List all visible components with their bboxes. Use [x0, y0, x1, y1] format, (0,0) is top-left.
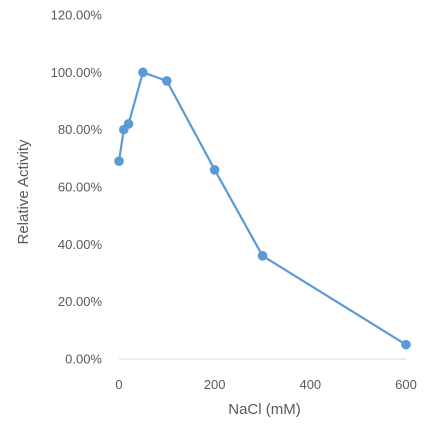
x-axis-ticks: 0 200 400 600: [115, 377, 416, 392]
y-axis-title: Relative Activity: [15, 139, 32, 245]
y-tick-label: 20.00%: [58, 294, 103, 309]
x-tick-label: 400: [299, 377, 321, 392]
y-tick-label: 40.00%: [58, 237, 103, 252]
y-tick-label: 100.00%: [51, 65, 103, 80]
y-axis-ticks: 0.00% 20.00% 40.00% 60.00% 80.00% 100.00% 120.…: [51, 8, 103, 367]
data-point: [257, 251, 268, 261]
data-point: [114, 156, 124, 166]
data-point: [162, 76, 172, 86]
y-tick-label: 120.00%: [51, 8, 103, 23]
x-tick-label: 0: [115, 377, 122, 392]
y-tick-label: 0.00%: [65, 352, 102, 367]
x-tick-label: 600: [395, 377, 417, 392]
series-line: [117, 71, 407, 346]
y-tick-label: 60.00%: [58, 180, 103, 195]
data-point: [401, 339, 411, 350]
data-series: [114, 67, 411, 350]
data-point: [138, 67, 148, 78]
data-point: [123, 119, 134, 129]
x-tick-label: 200: [204, 377, 226, 392]
data-point: [209, 165, 220, 175]
y-tick-label: 80.00%: [58, 122, 103, 137]
x-axis-title: NaCl (mM): [228, 401, 301, 418]
